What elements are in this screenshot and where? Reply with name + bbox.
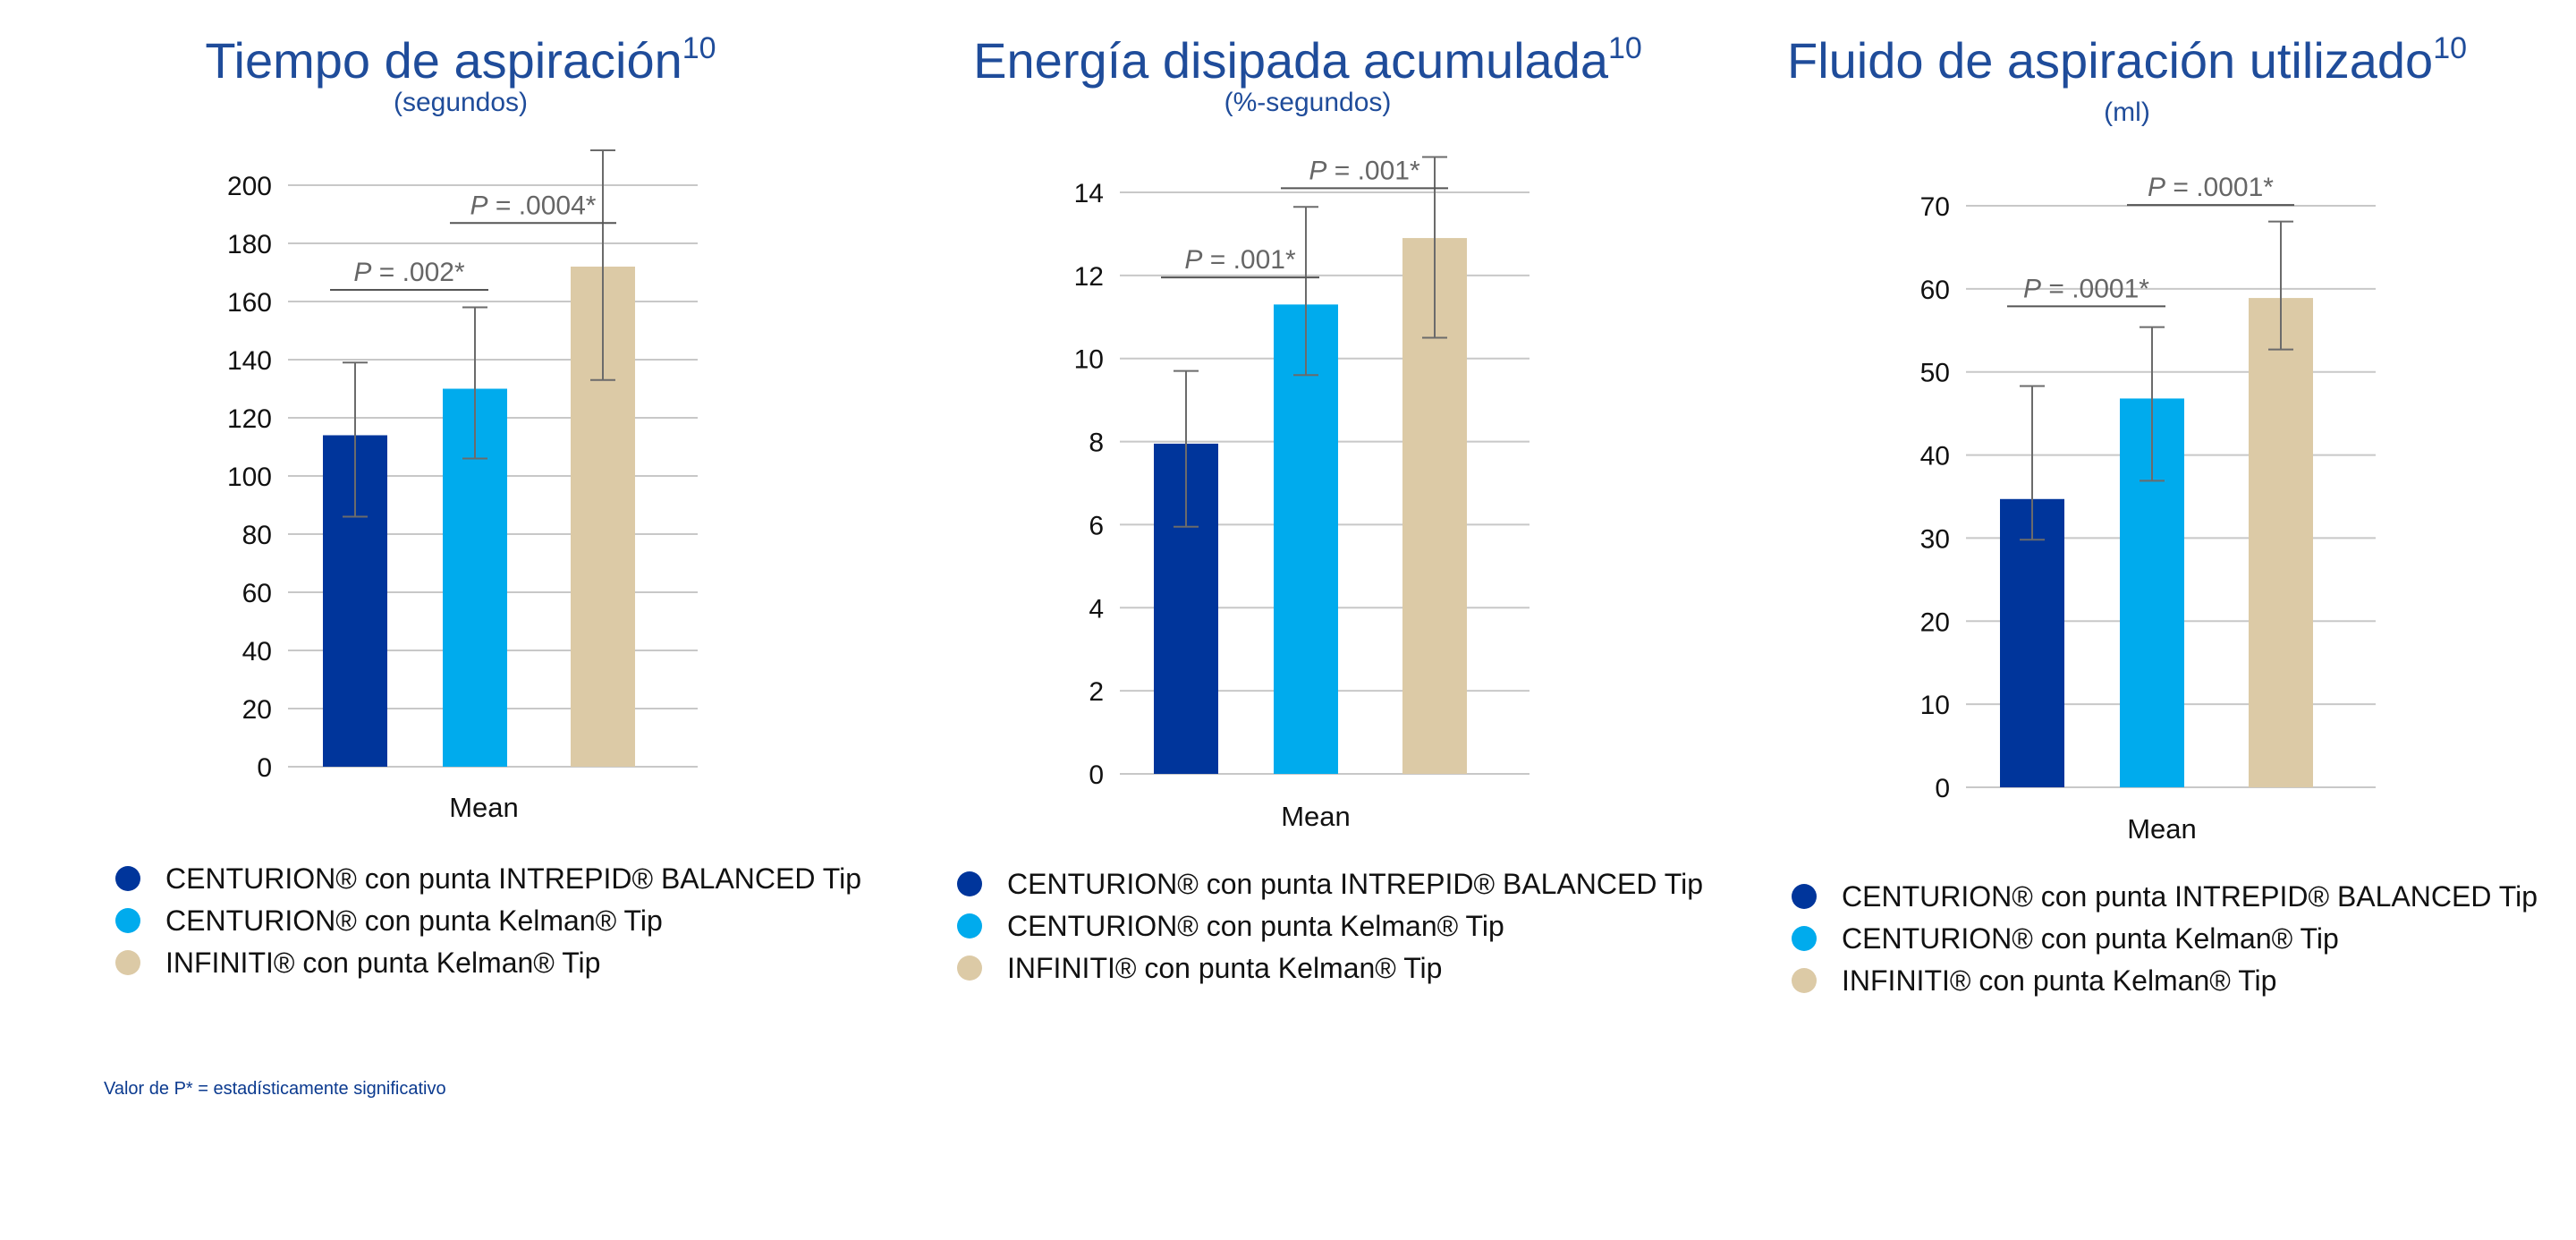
chart-2: Energía disipada acumulada10(%-segundos)… (957, 31, 1703, 984)
y-tick-label: 180 (227, 230, 272, 259)
y-tick-label: 20 (242, 695, 272, 725)
legend-marker (957, 871, 982, 896)
x-category-label: Mean (449, 792, 519, 823)
y-tick-label: 10 (1074, 345, 1104, 375)
title-superscript: 10 (1608, 31, 1642, 65)
p-value-label: P = .002* (353, 258, 465, 287)
legend-marker (1792, 926, 1817, 951)
y-tick-label: 4 (1089, 594, 1104, 624)
legend-marker (957, 955, 982, 981)
legend-entry: CENTURION® con punta INTREPID® BALANCED … (165, 862, 861, 895)
chart-title: Energía disipada acumulada10 (973, 31, 1642, 89)
p-value-label: P = .001* (1184, 245, 1296, 275)
legend-entry: INFINITI® con punta Kelman® Tip (1842, 964, 2276, 997)
error-bar-series-2 (1293, 206, 1318, 377)
legend: CENTURION® con punta INTREPID® BALANCED … (957, 868, 1703, 984)
y-tick-label: 80 (242, 521, 272, 550)
error-bar-series-1 (2020, 385, 2045, 541)
error-bar-series-3 (2268, 220, 2293, 351)
y-tick-label: 8 (1089, 429, 1104, 458)
y-tick-label: 12 (1074, 262, 1104, 292)
bar-series-3 (2249, 298, 2313, 788)
p-value-label: P = .0001* (2148, 173, 2274, 202)
legend-entry: INFINITI® con punta Kelman® Tip (165, 947, 600, 979)
title-superscript: 10 (682, 31, 716, 65)
x-category-label: Mean (2127, 813, 2197, 845)
error-bar-series-1 (1174, 369, 1199, 528)
y-tick-label: 40 (1920, 442, 1950, 471)
legend: CENTURION® con punta INTREPID® BALANCED … (1792, 880, 2538, 997)
bar-series-1 (2000, 498, 2064, 787)
legend-entry: CENTURION® con punta Kelman® Tip (165, 905, 663, 937)
p-value-label: P = .001* (1309, 156, 1420, 185)
y-tick-label: 160 (227, 288, 272, 318)
error-bar-series-3 (590, 149, 615, 381)
y-tick-label: 0 (257, 753, 272, 783)
y-tick-label: 10 (1920, 691, 1950, 720)
y-tick-label: 120 (227, 404, 272, 434)
error-bar-series-2 (462, 306, 487, 460)
y-tick-label: 70 (1920, 192, 1950, 222)
p-value-label: P = .0004* (470, 191, 597, 220)
y-tick-label: 60 (242, 579, 272, 608)
error-bar-series-1 (343, 361, 368, 518)
legend-marker (115, 908, 140, 933)
chart-title: Tiempo de aspiración10 (205, 31, 716, 89)
y-tick-label: 30 (1920, 524, 1950, 554)
y-tick-label: 140 (227, 346, 272, 376)
chart-subtitle: (%-segundos) (1224, 88, 1392, 117)
y-tick-label: 40 (242, 637, 272, 667)
y-tick-label: 2 (1089, 677, 1104, 707)
y-tick-label: 20 (1920, 607, 1950, 637)
legend-entry: CENTURION® con punta INTREPID® BALANCED … (1007, 868, 1703, 900)
legend-entry: CENTURION® con punta Kelman® Tip (1007, 910, 1504, 942)
legend: CENTURION® con punta INTREPID® BALANCED … (115, 862, 861, 979)
chart-3: Fluido de aspiración utilizado10 (ml) 0 10 2… (1787, 31, 2538, 997)
p-value-label: P = .0001* (2023, 274, 2149, 303)
chart-title: Fluido de aspiración utilizado10 (1787, 31, 2467, 89)
y-tick-label: 60 (1920, 276, 1950, 305)
y-tick-label: 50 (1920, 359, 1950, 388)
title-superscript: 10 (2433, 31, 2467, 65)
footnote: Valor de P* = estadísticamente significa… (104, 1079, 446, 1099)
x-category-label: Mean (1281, 801, 1351, 832)
legend-entry: CENTURION® con punta Kelman® Tip (1842, 922, 2339, 955)
legend-marker (1792, 968, 1817, 993)
y-tick-label: 0 (1089, 760, 1104, 790)
error-bar-series-2 (2140, 326, 2165, 482)
legend-marker (1792, 884, 1817, 909)
y-tick-label: 100 (227, 463, 272, 492)
y-tick-label: 6 (1089, 511, 1104, 540)
chart-1: Tiempo de aspiración10(segundos) 0 20 40 60 8… (115, 31, 861, 979)
chart-subtitle: (segundos) (394, 88, 528, 117)
y-tick-label: 0 (1935, 774, 1950, 803)
error-bar-series-3 (1422, 156, 1447, 339)
legend-entry: INFINITI® con punta Kelman® Tip (1007, 952, 1442, 984)
y-tick-label: 14 (1074, 179, 1104, 208)
legend-marker (115, 866, 140, 891)
chart-subtitle: (ml) (2104, 98, 2150, 127)
legend-marker (957, 913, 982, 938)
y-tick-label: 200 (227, 172, 272, 201)
bar-series-2 (1274, 304, 1338, 774)
legend-entry: CENTURION® con punta INTREPID® BALANCED … (1842, 880, 2538, 913)
legend-marker (115, 950, 140, 975)
